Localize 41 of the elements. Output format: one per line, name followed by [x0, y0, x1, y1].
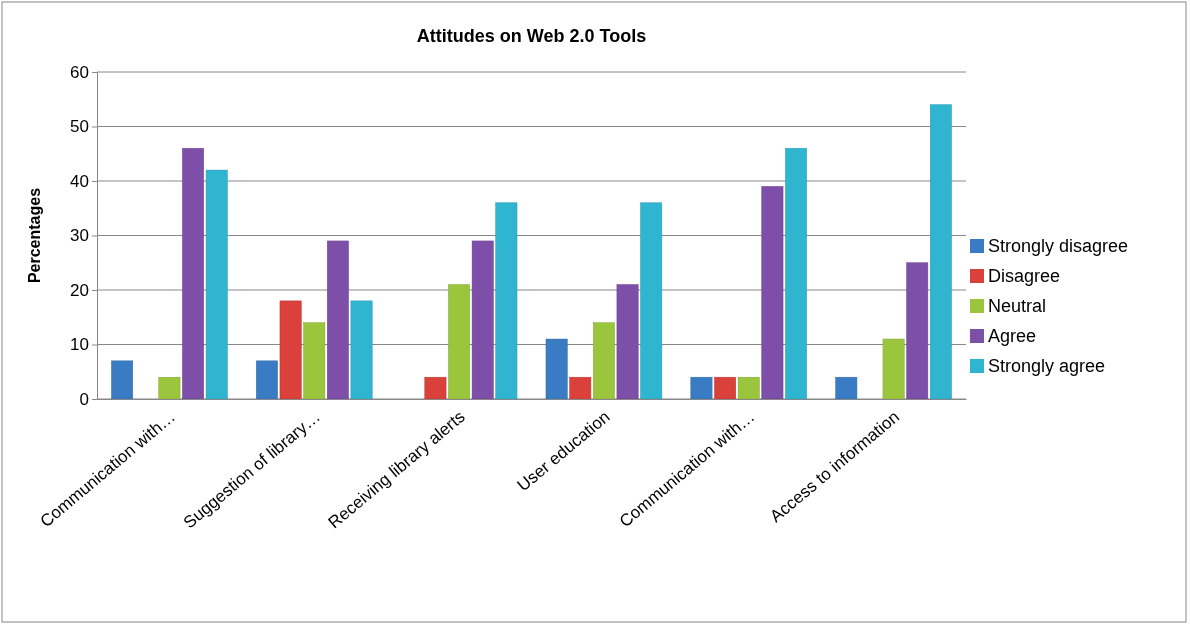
bar: [545, 338, 568, 400]
chart-title: Attitudes on Web 2.0 Tools: [416, 26, 647, 46]
y-tick-label: 30: [70, 226, 89, 246]
y-axis-title: Percentages: [26, 187, 43, 284]
y-tick-label: 10: [70, 335, 89, 355]
bar: [448, 284, 470, 400]
bar: [350, 300, 373, 400]
y-tick-label: 50: [70, 117, 89, 137]
bar: [158, 376, 181, 400]
bar: [471, 240, 494, 400]
bar: [327, 240, 349, 400]
bar: [616, 284, 639, 400]
bar: [906, 262, 929, 400]
bar: [785, 148, 807, 400]
bar: [690, 376, 713, 400]
bar: [182, 148, 204, 400]
legend-label: Strongly disagree: [988, 236, 1129, 256]
y-tick-label: 60: [70, 62, 89, 82]
y-tick-label: 40: [70, 171, 89, 191]
bar: [929, 104, 952, 400]
bar: [761, 186, 784, 400]
y-tick-label: 20: [70, 280, 89, 300]
bar: [569, 376, 592, 400]
bar: [640, 202, 663, 400]
legend-label: Agree: [988, 326, 1037, 346]
bar: [593, 322, 615, 400]
bar: [495, 202, 518, 400]
bar: [256, 360, 278, 400]
legend-label: Strongly agree: [988, 356, 1106, 376]
bar: [714, 376, 736, 400]
bar: [737, 376, 760, 400]
legend-label: Disagree: [988, 266, 1061, 286]
bar: [303, 322, 326, 400]
y-tick-label: 0: [79, 389, 89, 409]
bar: [279, 300, 302, 400]
bar: [424, 376, 447, 400]
bar: [111, 360, 134, 400]
bar: [835, 376, 858, 400]
bar: [205, 169, 228, 400]
legend-label: Neutral: [988, 296, 1047, 316]
bar: [882, 338, 905, 400]
